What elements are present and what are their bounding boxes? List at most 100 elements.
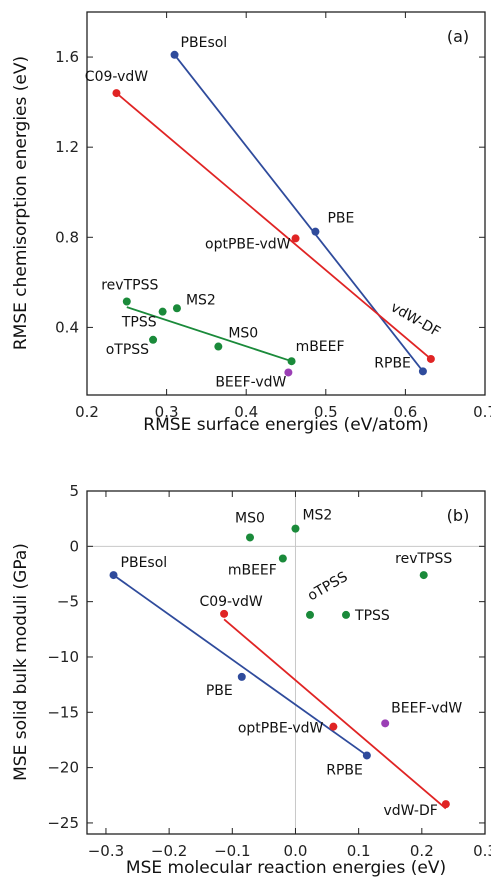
y-tick-label: −25: [47, 814, 79, 832]
y-tick-label: 0: [69, 537, 79, 555]
fit-line-red: [223, 618, 447, 810]
y-axis-label-b: MSE solid bulk moduli (GPa): [11, 543, 31, 781]
point-label-revtpss: revTPSS: [395, 551, 452, 567]
point-labels-b: PBEsol PBE RPBE C09-vdW optPBE-vdW vdW-DF MS0 M…: [121, 508, 463, 820]
point-label-otpss: oTPSS: [106, 342, 149, 358]
x-tick-label: −0.3: [88, 842, 124, 860]
point-label-c09-vdw: C09-vdW: [85, 69, 148, 85]
point-label-otpss: oTPSS: [305, 569, 351, 605]
point-label-ms2: MS2: [186, 292, 216, 308]
x-tick-label: 0.6: [393, 403, 417, 421]
point-optpbe-vdw: [291, 234, 300, 243]
x-tick-label: 0.3: [155, 403, 179, 421]
point-ms0: [214, 342, 223, 351]
point-rpbe: [362, 751, 371, 760]
ticks-a: 0.2 0.3 0.4 0.5 0.6 0.7 0.4 0.8 1.2 1.6: [55, 12, 491, 421]
y-tick-label: 1.6: [55, 48, 79, 66]
point-label-pbe: PBE: [327, 211, 354, 227]
y-tick-label: 0.8: [55, 228, 79, 246]
point-vdw-df: [426, 354, 435, 363]
point-label-mbeef: mBEEF: [228, 562, 277, 578]
x-tick-label: 0.7: [473, 403, 491, 421]
fit-lines-a: [115, 54, 432, 372]
panel-label-b: (b): [447, 506, 470, 525]
x-tick-label: 0.0: [284, 842, 308, 860]
fit-line-blue: [173, 54, 424, 372]
point-beef-vdw: [381, 719, 390, 728]
y-axis-label-a: RMSE chemisorption energies (eV): [11, 56, 31, 350]
point-label-optpbe-vdw: optPBE-vdW: [238, 721, 324, 737]
point-revtpss: [419, 571, 428, 580]
points-a: [112, 50, 435, 377]
fit-line-blue: [113, 574, 368, 757]
point-pbe: [237, 672, 246, 681]
y-tick-label: −5: [57, 593, 79, 611]
x-tick-label: 0.5: [314, 403, 338, 421]
x-tick-label: 0.2: [410, 842, 434, 860]
point-pbesol: [109, 571, 118, 580]
x-axis-label-b: MSE molecular reaction energies (eV): [126, 858, 446, 878]
point-c09-vdw: [220, 609, 229, 618]
point-label-mbeef: mBEEF: [296, 339, 345, 355]
x-tick-label: −0.2: [151, 842, 187, 860]
point-label-rpbe: RPBE: [374, 355, 411, 371]
point-label-optpbe-vdw: optPBE-vdW: [205, 236, 291, 252]
y-tick-label: 1.2: [55, 138, 79, 156]
panel-label-a: (a): [447, 27, 469, 46]
point-label-ms2: MS2: [302, 508, 332, 524]
chart-panel-b: −0.3 −0.2 −0.1 0.0 0.1 0.2 0.3 −25 −20 −15 −10 −5 0 5…: [11, 482, 491, 878]
point-ms2: [172, 304, 181, 313]
points-b: [109, 524, 450, 809]
point-label-pbe: PBE: [206, 683, 233, 699]
point-label-beef-vdw: BEEF-vdW: [391, 700, 462, 716]
point-label-vdw-df: vdW-DF: [383, 803, 437, 819]
x-tick-label: 0.2: [75, 403, 99, 421]
plot-frame-a: [86, 11, 486, 396]
point-label-ms0: MS0: [235, 510, 265, 526]
chart-panel-a: 0.20.30.40.50.60.70.40.81.21.6 PBEsolPBE…: [11, 11, 491, 435]
point-labels-a: PBEsol PBE RPBE C09-vdW optPBE-vdW vdW-DF revT…: [85, 35, 443, 391]
point-otpss: [149, 335, 158, 344]
point-ms2: [291, 524, 300, 533]
y-tick-label: −10: [47, 648, 79, 666]
x-tick-label: 0.3: [473, 842, 491, 860]
reference-lines-b: [87, 491, 485, 834]
point-tpss: [158, 307, 167, 316]
point-mbeef: [287, 357, 296, 366]
point-beef-vdw: [284, 368, 293, 377]
point-vdw-df: [441, 800, 450, 809]
y-tick-label: −20: [47, 759, 79, 777]
point-tpss: [342, 610, 351, 619]
x-tick-label: 0.4: [234, 403, 258, 421]
point-label-vdw-df: vdW-DF: [388, 299, 443, 340]
point-pbe: [311, 227, 320, 236]
point-optpbe-vdw: [329, 722, 338, 731]
fit-line-red: [115, 92, 432, 360]
fit-lines-b: [113, 574, 447, 810]
fit-line-green: [126, 306, 292, 363]
point-ms0: [245, 533, 254, 542]
point-pbesol: [170, 50, 179, 59]
x-tick-label: 0.1: [347, 842, 371, 860]
point-mbeef: [278, 554, 287, 563]
point-label-revtpss: revTPSS: [101, 278, 158, 294]
point-label-tpss: TPSS: [354, 608, 390, 624]
y-tick-label: 5: [69, 482, 79, 500]
x-tick-label: −0.1: [214, 842, 250, 860]
point-label-beef-vdw: BEEF-vdW: [215, 374, 286, 390]
point-label-ms0: MS0: [228, 326, 258, 342]
point-rpbe: [418, 367, 427, 376]
point-label-pbesol: PBEsol: [181, 35, 228, 51]
point-otpss: [306, 610, 315, 619]
x-axis-label-a: RMSE surface energies (eV/atom): [143, 415, 428, 435]
point-label-tpss: TPSS: [121, 315, 157, 331]
ticks-b: −0.3 −0.2 −0.1 0.0 0.1 0.2 0.3 −25 −20 −15 −10 −5 0 5: [47, 482, 491, 860]
point-c09-vdw: [112, 89, 121, 98]
y-tick-label: −15: [47, 703, 79, 721]
point-label-rpbe: RPBE: [326, 762, 363, 778]
point-label-pbesol: PBEsol: [121, 555, 168, 571]
point-label-c09-vdw: C09-vdW: [199, 594, 262, 610]
y-tick-label: 0.4: [55, 318, 79, 336]
plot-frame-b: [86, 490, 486, 835]
